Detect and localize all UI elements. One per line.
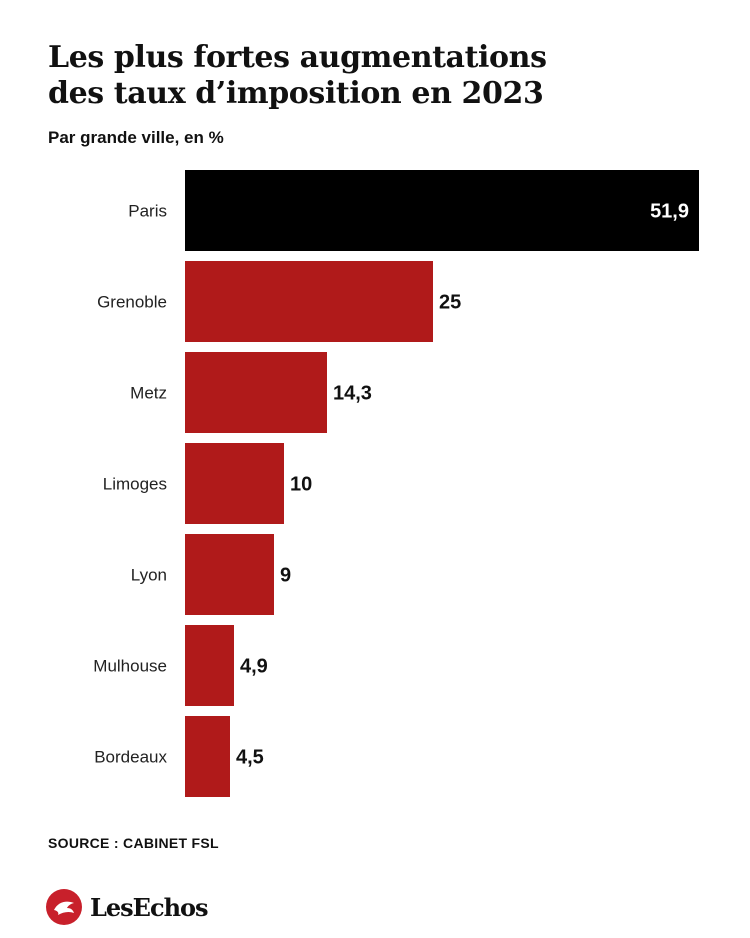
source-note: SOURCE : CABINET FSL xyxy=(48,835,219,851)
category-label-metz: Metz xyxy=(130,384,167,403)
category-label-lyon: Lyon xyxy=(131,566,167,585)
value-label-limoges: 10 xyxy=(290,474,312,496)
brand-name: LesEchos xyxy=(90,892,209,922)
value-label-bordeaux: 4,5 xyxy=(236,747,264,769)
bar-paris xyxy=(185,170,699,251)
bar-limoges xyxy=(185,443,284,524)
chart-title: Les plus fortes augmentations des taux d… xyxy=(48,40,708,112)
bar-bordeaux xyxy=(185,716,230,797)
chart-title-line-2: des taux d’imposition en 2023 xyxy=(48,76,544,111)
category-label-paris: Paris xyxy=(128,202,167,221)
les-echos-logo-icon xyxy=(46,889,82,925)
value-label-grenoble: 25 xyxy=(439,292,461,314)
category-label-limoges: Limoges xyxy=(103,475,167,494)
value-label-metz: 14,3 xyxy=(333,383,372,405)
category-label-bordeaux: Bordeaux xyxy=(94,748,167,767)
bar-lyon xyxy=(185,534,274,615)
bar-metz xyxy=(185,352,327,433)
chart-subtitle: Par grande ville, en % xyxy=(48,128,224,147)
category-label-grenoble: Grenoble xyxy=(97,293,167,312)
value-label-paris: 51,9 xyxy=(650,201,689,223)
brand-logo: LesEchos xyxy=(46,888,209,926)
value-label-mulhouse: 4,9 xyxy=(240,656,268,678)
category-label-mulhouse: Mulhouse xyxy=(93,657,167,676)
value-label-lyon: 9 xyxy=(280,565,291,587)
bar-mulhouse xyxy=(185,625,234,706)
bar-grenoble xyxy=(185,261,433,342)
chart-title-line-1: Les plus fortes augmentations xyxy=(48,40,547,75)
